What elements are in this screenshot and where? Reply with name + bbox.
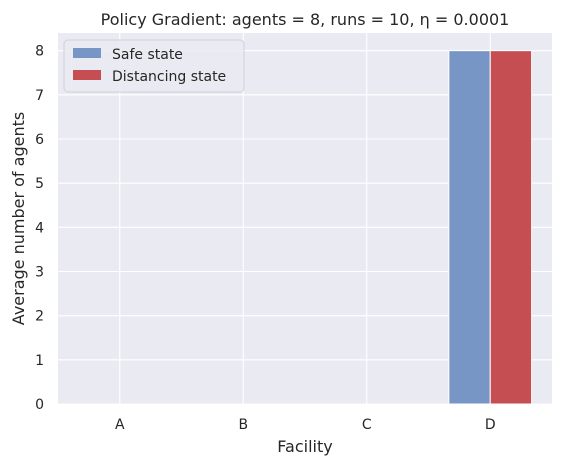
- legend-entry: Distancing state: [112, 69, 226, 85]
- y-tick-label: 1: [35, 353, 44, 369]
- x-tick-labels: A B C D: [115, 417, 496, 433]
- x-tick-label: A: [115, 417, 125, 433]
- y-axis-label: Average number of agents: [9, 112, 28, 325]
- legend-swatch: [73, 70, 101, 80]
- y-tick-label: 8: [35, 44, 44, 60]
- y-tick-label: 2: [35, 309, 44, 325]
- y-tick-label: 0: [35, 397, 44, 413]
- bar-distancing-state-D: [489, 50, 533, 405]
- legend: Safe state Distancing state: [63, 39, 245, 93]
- legend-box: [63, 39, 245, 93]
- bars: [448, 50, 533, 405]
- chart-title: Policy Gradient: agents = 8, runs = 10, …: [101, 10, 510, 29]
- y-tick-label: 3: [35, 265, 44, 281]
- legend-swatch: [73, 48, 101, 58]
- x-tick-label: C: [362, 417, 372, 433]
- y-tick-label: 4: [35, 220, 44, 236]
- x-axis-label: Facility: [277, 437, 332, 456]
- y-tick-labels: 0 1 2 3 4 5 6 7 8: [35, 44, 44, 413]
- y-tick-label: 7: [35, 88, 44, 104]
- bar-safe-state-D: [448, 50, 491, 405]
- x-tick-label: B: [238, 417, 248, 433]
- legend-entry: Safe state: [112, 47, 183, 63]
- y-tick-label: 5: [35, 176, 44, 192]
- x-tick-label: D: [485, 417, 496, 433]
- y-tick-label: 6: [35, 132, 44, 148]
